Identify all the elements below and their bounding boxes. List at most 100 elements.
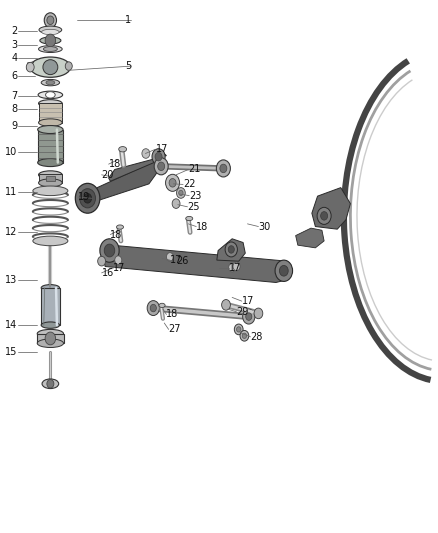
Bar: [41, 288, 60, 325]
Circle shape: [26, 62, 34, 72]
Ellipse shape: [46, 80, 55, 85]
Text: 5: 5: [125, 61, 131, 71]
Circle shape: [104, 244, 115, 257]
Ellipse shape: [33, 186, 68, 196]
Circle shape: [158, 162, 165, 171]
Circle shape: [179, 190, 183, 196]
Text: 30: 30: [258, 222, 271, 231]
Ellipse shape: [30, 57, 71, 77]
Circle shape: [246, 313, 252, 320]
Ellipse shape: [159, 303, 165, 308]
Text: 26: 26: [176, 256, 188, 266]
Polygon shape: [103, 245, 293, 282]
Circle shape: [317, 207, 331, 224]
Text: 6: 6: [11, 71, 18, 80]
Circle shape: [142, 149, 150, 158]
Text: 18: 18: [166, 310, 179, 319]
Ellipse shape: [186, 216, 193, 221]
Polygon shape: [312, 188, 350, 229]
Text: 18: 18: [110, 230, 123, 239]
Ellipse shape: [39, 171, 62, 179]
Circle shape: [243, 309, 255, 324]
Circle shape: [234, 324, 243, 335]
Ellipse shape: [41, 285, 60, 291]
Circle shape: [47, 379, 54, 388]
Text: 29: 29: [237, 307, 249, 317]
Polygon shape: [82, 160, 164, 208]
Text: 20: 20: [102, 170, 114, 180]
Circle shape: [65, 62, 72, 70]
Bar: [46, 176, 55, 181]
Text: 18: 18: [109, 159, 121, 169]
Text: 19: 19: [78, 192, 90, 202]
Circle shape: [75, 183, 100, 213]
Text: 23: 23: [189, 191, 201, 200]
Ellipse shape: [41, 322, 60, 328]
Circle shape: [220, 164, 227, 173]
Text: 27: 27: [169, 325, 181, 334]
Circle shape: [229, 263, 236, 272]
Text: 8: 8: [11, 104, 18, 114]
Circle shape: [177, 188, 185, 198]
Circle shape: [115, 256, 122, 264]
Ellipse shape: [46, 92, 55, 98]
Text: 17: 17: [155, 144, 168, 154]
Ellipse shape: [43, 60, 58, 75]
Circle shape: [45, 34, 56, 47]
Ellipse shape: [41, 79, 60, 86]
Circle shape: [242, 333, 247, 338]
Ellipse shape: [42, 29, 59, 35]
Ellipse shape: [33, 236, 68, 246]
Ellipse shape: [38, 91, 63, 99]
Polygon shape: [27, 62, 34, 69]
Ellipse shape: [39, 119, 62, 126]
Text: 4: 4: [11, 53, 18, 62]
Text: 11: 11: [5, 187, 18, 197]
Circle shape: [225, 242, 237, 257]
Ellipse shape: [39, 46, 62, 53]
Ellipse shape: [119, 147, 127, 152]
Ellipse shape: [38, 159, 63, 166]
Polygon shape: [109, 152, 166, 181]
Circle shape: [169, 179, 176, 187]
Circle shape: [152, 149, 165, 165]
Text: 10: 10: [5, 147, 18, 157]
Text: 21: 21: [188, 165, 201, 174]
Circle shape: [155, 152, 162, 161]
Circle shape: [80, 189, 95, 208]
Circle shape: [47, 16, 54, 25]
Text: 22: 22: [183, 180, 196, 189]
Circle shape: [154, 158, 168, 175]
Ellipse shape: [39, 100, 62, 107]
Circle shape: [216, 160, 230, 177]
Circle shape: [84, 193, 92, 203]
Ellipse shape: [40, 37, 61, 44]
Text: 3: 3: [11, 41, 18, 50]
Text: 28: 28: [251, 332, 263, 342]
Polygon shape: [296, 228, 324, 248]
Circle shape: [222, 300, 230, 310]
Ellipse shape: [39, 179, 62, 187]
Text: 2: 2: [11, 26, 18, 36]
Bar: [39, 103, 62, 123]
Text: 12: 12: [5, 227, 18, 237]
Circle shape: [98, 256, 106, 266]
Circle shape: [147, 301, 159, 316]
Circle shape: [172, 199, 180, 208]
Text: 16: 16: [102, 268, 114, 278]
Text: 17: 17: [113, 263, 125, 273]
Text: 17: 17: [170, 255, 182, 265]
Text: 9: 9: [11, 121, 18, 131]
Circle shape: [166, 174, 180, 191]
Circle shape: [45, 332, 56, 345]
Ellipse shape: [117, 225, 124, 229]
Polygon shape: [217, 239, 245, 261]
Text: 17: 17: [242, 296, 254, 306]
Circle shape: [233, 262, 240, 271]
Text: 1: 1: [125, 15, 131, 25]
Text: 15: 15: [5, 347, 18, 357]
Ellipse shape: [38, 126, 63, 134]
Circle shape: [275, 260, 293, 281]
Text: 17: 17: [229, 263, 241, 272]
Bar: [37, 334, 64, 343]
